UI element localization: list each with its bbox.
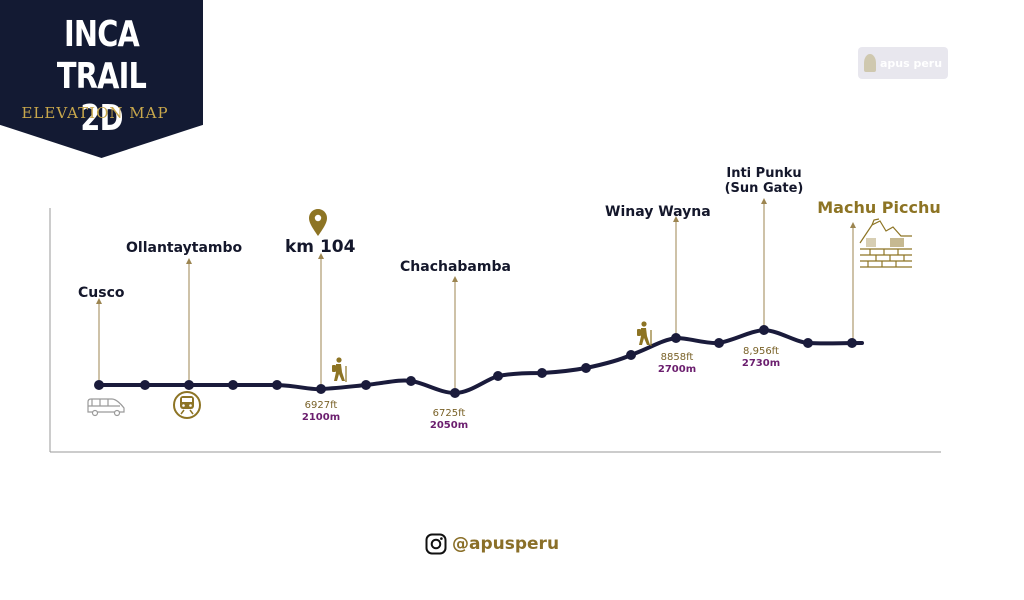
- pointer-arrowheads: [96, 198, 856, 304]
- waypoint-dot: [184, 380, 194, 390]
- stop-label-machu-picchu: Machu Picchu: [817, 198, 941, 217]
- waypoint-dot: [847, 338, 857, 348]
- brand-logo-text: apus peru: [879, 56, 943, 70]
- elevation-m-chachabamba: 2050m: [430, 420, 468, 431]
- hiker-logo-icon: [863, 54, 876, 72]
- stop-pointer-lines: [98, 202, 854, 394]
- instagram-handle[interactable]: @apusperu: [452, 534, 560, 554]
- waypoint-dot: [272, 380, 282, 390]
- van-icon: [87, 398, 125, 417]
- elevation-ft-km104: 6927ft: [305, 400, 338, 411]
- waypoint-dot: [581, 363, 591, 373]
- waypoint-dot: [94, 380, 104, 390]
- waypoint-dot: [228, 380, 238, 390]
- social-footer[interactable]: @apusperu: [425, 532, 559, 556]
- stop-label-ollantaytambo: Ollantaytambo: [126, 240, 242, 256]
- stop-label-chachabamba: Chachabamba: [400, 259, 511, 275]
- brand-logo: apus peru: [858, 47, 948, 79]
- waypoint-dot: [493, 371, 503, 381]
- waypoint-dot: [714, 338, 724, 348]
- stop-label-sun-gate: (Sun Gate): [725, 181, 804, 196]
- waypoint-dot: [759, 325, 769, 335]
- elevation-m-winay-wayna: 2700m: [658, 364, 696, 375]
- stop-label-inti-punku: Inti Punku: [726, 166, 801, 181]
- waypoint-dot: [316, 384, 326, 394]
- instagram-icon: [425, 533, 447, 555]
- title-banner: INCA TRAIL 2D ELEVATION MAP: [0, 0, 203, 158]
- elevation-m-inti-punku: 2730m: [742, 358, 780, 369]
- elevation-m-km104: 2100m: [302, 412, 340, 423]
- waypoint-dot: [803, 338, 813, 348]
- waypoint-dot: [450, 388, 460, 398]
- page-subtitle: ELEVATION MAP: [21, 104, 169, 122]
- stop-label-winay-wayna: Winay Wayna: [605, 204, 711, 220]
- waypoint-dot: [361, 380, 371, 390]
- hiker-icon: [332, 357, 347, 382]
- train-icon: [173, 391, 201, 419]
- hiker-icon: [637, 321, 652, 346]
- title-line-1: INCA TRAIL: [56, 14, 147, 97]
- waypoint-dot: [140, 380, 150, 390]
- waypoint-dot: [626, 350, 636, 360]
- location-pin-icon: [309, 209, 327, 236]
- stop-label-cusco: Cusco: [78, 285, 125, 301]
- elevation-ft-inti-punku: 8,956ft: [743, 346, 779, 357]
- title-line-2: 2D: [80, 98, 123, 139]
- waypoint-dot: [671, 333, 681, 343]
- elevation-ft-winay-wayna: 8858ft: [661, 352, 694, 363]
- stop-label-km104: km 104: [285, 237, 356, 257]
- waypoint-dot: [406, 376, 416, 386]
- waypoint-dots: [94, 325, 857, 398]
- page-title: INCA TRAIL 2D: [20, 14, 182, 140]
- waypoint-dot: [537, 368, 547, 378]
- ruins-icon: [859, 218, 912, 268]
- elevation-ft-chachabamba: 6725ft: [433, 408, 466, 419]
